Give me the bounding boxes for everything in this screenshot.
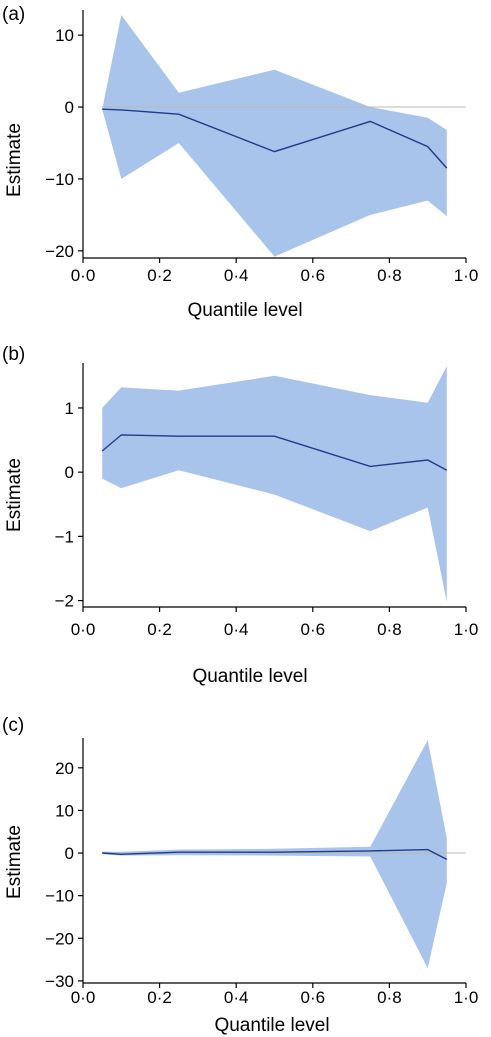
panel-c-x-tick-label: 1·0 [454,988,479,1007]
panel-c-x-tick-label: 0·2 [147,988,172,1007]
panel-b-x-tick-label: 0·2 [147,620,172,639]
panel-b-y-tick-label: 1 [65,399,74,418]
panel-b-y-tick-label: −1 [55,527,74,546]
panel-a-y-tick-label: −20 [45,242,74,261]
panel-c-y-tick-label: 0 [65,844,74,863]
panel-b-x-tick-label: 0·4 [224,620,249,639]
panel-a-xlabel: Quantile level [187,300,302,321]
panel-a-y-tick-label: 0 [65,98,74,117]
panel-c-y-tick-label: 10 [55,801,74,820]
panel-a-plot: −20 −10 0 10 0·0 0·2 0·4 0·6 0·8 1·0 [45,10,478,285]
panel-b-x-tick-label: 1·0 [454,620,479,639]
panel-c-confidence-band [102,740,447,969]
panel-b-x-tick-label: 0·6 [301,620,326,639]
panel-a-ylabel: Estimate [4,123,25,197]
panel-a-estimate-line [102,108,448,169]
panel-c-y-tick-label: −30 [45,972,74,991]
panel-a-label: (a) [2,4,25,25]
panel-b-confidence-band [102,366,447,602]
panel-c-y-tick-label: −20 [45,929,74,948]
panel-c: (c) Estimate Quantile level −30 −20 −10 0 10… [2,715,478,1036]
panel-a-x-tick-label: 0·4 [224,266,249,285]
panel-a-x-tick-label: 0·0 [71,266,96,285]
panel-b-x-tick-label: 0·0 [71,620,96,639]
panel-b: (b) Estimate Quantile level −2 −1 0 1 0·0 0·2… [2,344,478,687]
panel-a-y-tick-label: 10 [55,26,74,45]
panel-c-x-tick-label: 0·8 [377,988,402,1007]
panel-c-plot: −30 −20 −10 0 10 20 0·0 0·2 0·4 0·6 0·8 1·0 [45,738,478,1007]
panel-a-y-tick-label: −10 [45,170,74,189]
panel-b-y-tick-label: 0 [65,463,74,482]
panel-c-xlabel: Quantile level [214,1015,329,1036]
panel-c-x-tick-label: 0·0 [71,988,96,1007]
panel-a-x-tick-label: 0·2 [147,266,172,285]
panel-c-y-tick-label: −10 [45,887,74,906]
panel-c-x-tick-label: 0·4 [224,988,249,1007]
panel-c-estimate-line [102,848,448,861]
panel-a-x-tick-label: 0·6 [301,266,326,285]
panel-b-y-tick-label: −2 [55,592,74,611]
panel-a-x-tick-label: 1·0 [454,266,479,285]
panel-b-ylabel: Estimate [4,458,25,532]
panel-c-y-tick-label: 20 [55,759,74,778]
panel-a-confidence-band [102,15,447,257]
panel-b-plot: −2 −1 0 1 0·0 0·2 0·4 0·6 0·8 1·0 [55,363,479,639]
panel-c-x-tick-label: 0·6 [301,988,326,1007]
panel-c-ylabel: Estimate [4,825,25,899]
panel-b-xlabel: Quantile level [192,666,307,687]
panel-b-label: (b) [2,344,25,365]
panel-c-label: (c) [2,715,24,736]
panel-b-x-tick-label: 0·8 [377,620,402,639]
panel-a: (a) Estimate Quantile level −20 −10 0 10 0·0… [2,4,478,321]
panel-b-estimate-line [101,434,448,471]
panel-a-x-tick-label: 0·8 [377,266,402,285]
